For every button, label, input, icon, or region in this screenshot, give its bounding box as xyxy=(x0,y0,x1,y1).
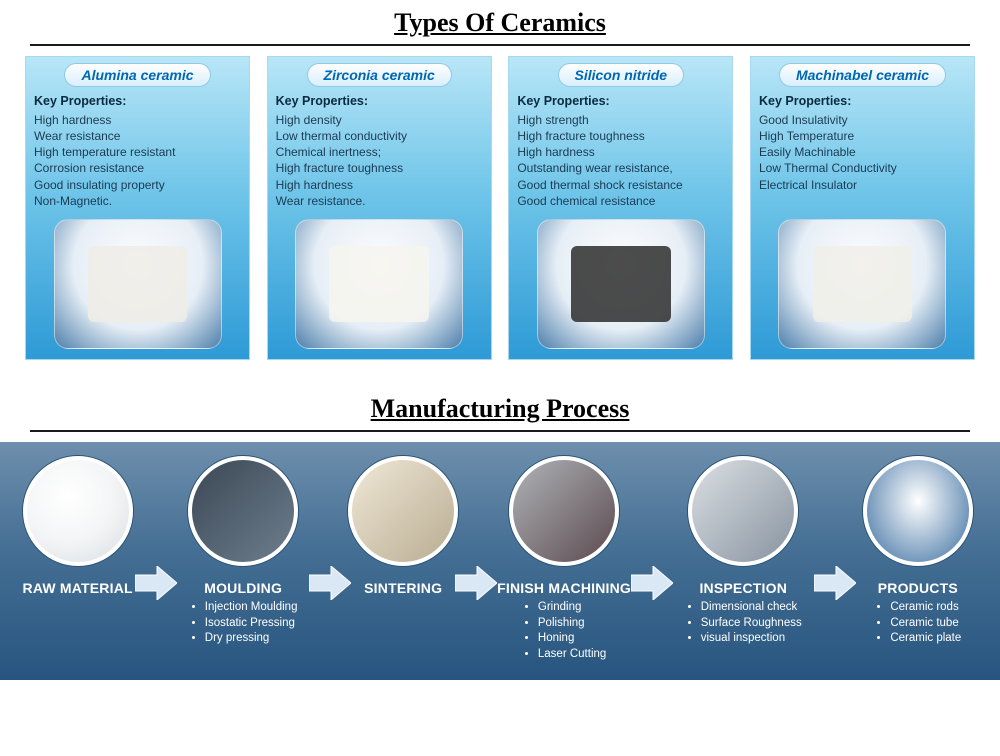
process-step: PRODUCTS Ceramic rodsCeramic tubeCeramic … xyxy=(850,456,986,647)
property-line: Good insulating property xyxy=(34,177,241,193)
property-line: Electrical Insulator xyxy=(759,177,966,193)
property-line: High strength xyxy=(517,112,724,128)
process-step-sublist: Ceramic rodsCeramic tubeCeramic plate xyxy=(874,600,961,647)
type-card-image xyxy=(537,219,705,349)
property-line: High hardness xyxy=(276,177,483,193)
process-step-image xyxy=(348,456,458,566)
process-step-image xyxy=(863,456,973,566)
process-step-subitem: Surface Roughness xyxy=(701,616,802,632)
property-line: High density xyxy=(276,112,483,128)
arrow-icon xyxy=(455,566,497,600)
arrow-icon xyxy=(135,566,177,600)
type-card-zirconia: Zirconia ceramic Key Properties: High de… xyxy=(267,56,492,360)
property-line: Low Thermal Conductivity xyxy=(759,160,966,176)
type-card-body: Key Properties: Good Insulativity High T… xyxy=(751,91,974,215)
type-card-header: Silicon nitride xyxy=(558,63,685,87)
type-card-image xyxy=(778,219,946,349)
section-types-title: Types Of Ceramics xyxy=(0,0,1000,42)
process-step-subitem: Grinding xyxy=(538,600,606,616)
process-strip: RAW MATERIAL MOULDING Injection MouldingIs… xyxy=(0,442,1000,680)
type-card-body: Key Properties: High hardness Wear resis… xyxy=(26,91,249,215)
type-card-alumina: Alumina ceramic Key Properties: High har… xyxy=(25,56,250,360)
process-step-subitem: visual inspection xyxy=(701,631,802,647)
process-step: RAW MATERIAL xyxy=(14,456,141,596)
property-line: Good thermal shock resistance xyxy=(517,177,724,193)
property-line: High hardness xyxy=(517,144,724,160)
process-step-subitem: Dry pressing xyxy=(205,631,298,647)
key-properties-label: Key Properties: xyxy=(276,93,483,110)
process-step-image xyxy=(509,456,619,566)
property-line: Non-Magnetic. xyxy=(34,193,241,209)
process-step-subitem: Dimensional check xyxy=(701,600,802,616)
type-card-header: Alumina ceramic xyxy=(64,63,210,87)
section-process-rule xyxy=(30,430,970,432)
section-types-rule xyxy=(30,44,970,46)
property-line: Good chemical resistance xyxy=(517,193,724,209)
property-line: High fracture toughness xyxy=(276,160,483,176)
property-line: Outstanding wear resistance, xyxy=(517,160,724,176)
key-properties-label: Key Properties: xyxy=(517,93,724,110)
process-step-subitem: Isostatic Pressing xyxy=(205,616,298,632)
property-line: Wear resistance. xyxy=(276,193,483,209)
process-step-subitem: Ceramic plate xyxy=(890,631,961,647)
process-step-title: SINTERING xyxy=(364,580,442,596)
process-step-subitem: Honing xyxy=(538,631,606,647)
process-step-image xyxy=(23,456,133,566)
property-line: Good Insulativity xyxy=(759,112,966,128)
product-swatch xyxy=(813,246,913,323)
process-step-title: PRODUCTS xyxy=(878,580,958,596)
property-line: Chemical inertness; xyxy=(276,144,483,160)
type-card-machinable: Machinabel ceramic Key Properties: Good … xyxy=(750,56,975,360)
process-step-subitem: Polishing xyxy=(538,616,606,632)
type-card-image xyxy=(295,219,463,349)
process-step-image xyxy=(688,456,798,566)
property-line: Wear resistance xyxy=(34,128,241,144)
product-swatch xyxy=(329,246,429,323)
key-properties-label: Key Properties: xyxy=(34,93,241,110)
process-step-subitem: Laser Cutting xyxy=(538,647,606,663)
process-step-sublist: Dimensional checkSurface Roughnessvisual… xyxy=(685,600,802,647)
process-step: FINISH MACHINING GrindingPolishingHoningL… xyxy=(491,456,636,662)
process-step-subitem: Ceramic rods xyxy=(890,600,961,616)
types-row: Alumina ceramic Key Properties: High har… xyxy=(0,56,1000,360)
type-card-body: Key Properties: High strength High fract… xyxy=(509,91,732,215)
process-step-subitem: Injection Moulding xyxy=(205,600,298,616)
process-step: SINTERING xyxy=(345,456,461,596)
process-step-image xyxy=(188,456,298,566)
process-step: INSPECTION Dimensional checkSurface Rough… xyxy=(667,456,820,647)
property-line: Low thermal conductivity xyxy=(276,128,483,144)
process-step-subitem: Ceramic tube xyxy=(890,616,961,632)
type-card-image xyxy=(54,219,222,349)
process-step-title: INSPECTION xyxy=(699,580,787,596)
property-line: High temperature resistant xyxy=(34,144,241,160)
property-line: Corrosion resistance xyxy=(34,160,241,176)
property-line: High hardness xyxy=(34,112,241,128)
product-swatch xyxy=(88,246,188,323)
type-card-body: Key Properties: High density Low thermal… xyxy=(268,91,491,215)
product-swatch xyxy=(571,246,671,323)
arrow-icon xyxy=(631,566,673,600)
process-step-title: RAW MATERIAL xyxy=(23,580,133,596)
arrow-icon xyxy=(309,566,351,600)
property-line: Easily Machinable xyxy=(759,144,966,160)
process-step-title: MOULDING xyxy=(204,580,282,596)
type-card-silicon-nitride: Silicon nitride Key Properties: High str… xyxy=(508,56,733,360)
arrow-icon xyxy=(814,566,856,600)
process-step-sublist: GrindingPolishingHoningLaser Cutting xyxy=(522,600,606,662)
type-card-header: Machinabel ceramic xyxy=(779,63,946,87)
process-step-title: FINISH MACHINING xyxy=(497,580,631,596)
process-step-sublist: Injection MouldingIsostatic PressingDry … xyxy=(189,600,298,647)
process-step: MOULDING Injection MouldingIsostatic Pres… xyxy=(171,456,315,647)
key-properties-label: Key Properties: xyxy=(759,93,966,110)
property-line: High Temperature xyxy=(759,128,966,144)
section-process-title: Manufacturing Process xyxy=(0,386,1000,428)
property-line: High fracture toughness xyxy=(517,128,724,144)
type-card-header: Zirconia ceramic xyxy=(307,63,452,87)
